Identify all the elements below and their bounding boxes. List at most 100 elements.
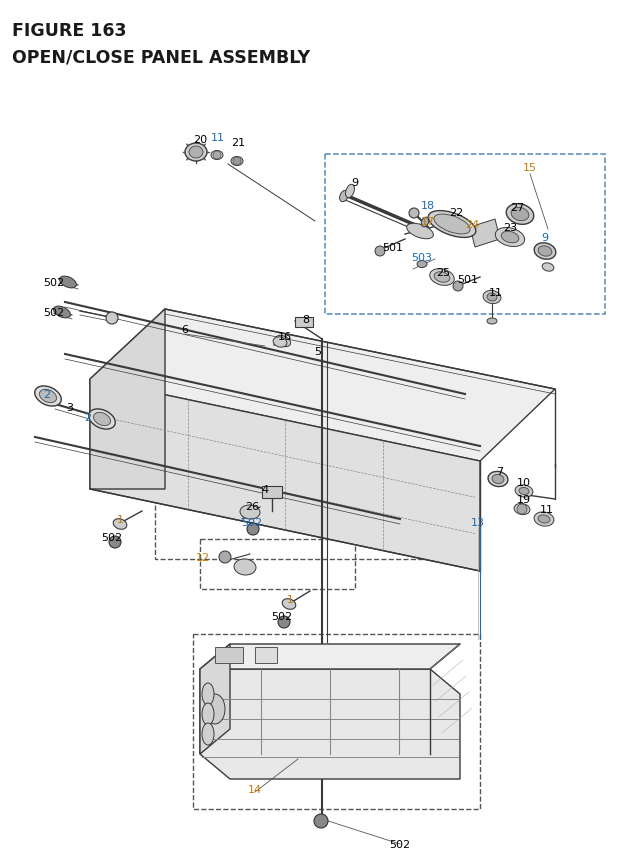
Text: 9: 9 bbox=[351, 177, 358, 188]
Bar bbox=[215, 647, 243, 663]
Text: 9: 9 bbox=[541, 232, 548, 243]
Ellipse shape bbox=[54, 307, 70, 319]
Text: 501: 501 bbox=[458, 275, 479, 285]
Bar bbox=[262, 486, 282, 499]
Polygon shape bbox=[470, 220, 500, 248]
Text: 2: 2 bbox=[84, 412, 92, 423]
Ellipse shape bbox=[421, 218, 429, 227]
Circle shape bbox=[517, 505, 527, 514]
Ellipse shape bbox=[185, 144, 207, 162]
Ellipse shape bbox=[534, 512, 554, 526]
Ellipse shape bbox=[506, 204, 534, 225]
Text: 11: 11 bbox=[211, 133, 225, 143]
Circle shape bbox=[213, 152, 221, 160]
Text: 10: 10 bbox=[517, 478, 531, 487]
Circle shape bbox=[109, 536, 121, 548]
Text: 12: 12 bbox=[196, 553, 210, 562]
Text: 8: 8 bbox=[303, 314, 310, 325]
Polygon shape bbox=[200, 644, 460, 669]
Ellipse shape bbox=[189, 147, 203, 158]
Text: 13: 13 bbox=[471, 517, 485, 528]
Polygon shape bbox=[200, 669, 460, 779]
Text: 22: 22 bbox=[449, 208, 463, 218]
Text: FIGURE 163: FIGURE 163 bbox=[12, 22, 127, 40]
Ellipse shape bbox=[428, 211, 476, 238]
Ellipse shape bbox=[211, 152, 223, 160]
Ellipse shape bbox=[240, 505, 260, 519]
Text: 15: 15 bbox=[523, 163, 537, 173]
Ellipse shape bbox=[492, 475, 504, 484]
Bar bbox=[255, 647, 277, 663]
Ellipse shape bbox=[538, 246, 552, 257]
Text: 3: 3 bbox=[67, 403, 74, 412]
Circle shape bbox=[247, 523, 259, 536]
Ellipse shape bbox=[538, 516, 550, 523]
Ellipse shape bbox=[487, 319, 497, 325]
Text: 502: 502 bbox=[389, 839, 411, 849]
Ellipse shape bbox=[514, 504, 530, 515]
Text: OPEN/CLOSE PANEL ASSEMBLY: OPEN/CLOSE PANEL ASSEMBLY bbox=[12, 48, 310, 66]
Text: 1: 1 bbox=[287, 594, 294, 604]
Text: 25: 25 bbox=[436, 268, 450, 278]
Ellipse shape bbox=[487, 294, 497, 301]
Ellipse shape bbox=[202, 684, 214, 705]
Ellipse shape bbox=[501, 232, 519, 244]
Circle shape bbox=[106, 313, 118, 325]
Ellipse shape bbox=[542, 263, 554, 272]
Text: 23: 23 bbox=[503, 223, 517, 232]
Text: 4: 4 bbox=[261, 485, 269, 494]
Ellipse shape bbox=[434, 272, 450, 283]
Circle shape bbox=[409, 208, 419, 219]
Text: 6: 6 bbox=[182, 325, 189, 335]
Ellipse shape bbox=[202, 703, 214, 725]
Ellipse shape bbox=[483, 291, 501, 304]
Ellipse shape bbox=[511, 208, 529, 221]
Ellipse shape bbox=[495, 228, 525, 247]
Circle shape bbox=[453, 282, 463, 292]
Bar bbox=[325, 155, 605, 314]
Text: 17: 17 bbox=[421, 217, 435, 226]
Text: 16: 16 bbox=[278, 331, 292, 342]
Ellipse shape bbox=[35, 387, 61, 406]
Text: 502: 502 bbox=[271, 611, 292, 622]
Text: 19: 19 bbox=[517, 494, 531, 505]
Polygon shape bbox=[200, 644, 230, 754]
Ellipse shape bbox=[93, 413, 111, 426]
Ellipse shape bbox=[282, 599, 296, 610]
Circle shape bbox=[233, 158, 241, 166]
Ellipse shape bbox=[534, 244, 556, 260]
Bar bbox=[193, 635, 480, 809]
Circle shape bbox=[278, 616, 290, 629]
Text: 502: 502 bbox=[43, 278, 64, 288]
Bar bbox=[155, 430, 430, 560]
Text: 26: 26 bbox=[245, 501, 259, 511]
Ellipse shape bbox=[60, 276, 76, 288]
Circle shape bbox=[219, 551, 231, 563]
Text: 503: 503 bbox=[412, 253, 433, 263]
Ellipse shape bbox=[346, 185, 355, 199]
Ellipse shape bbox=[273, 338, 287, 348]
Ellipse shape bbox=[429, 269, 454, 286]
Ellipse shape bbox=[202, 723, 214, 745]
Ellipse shape bbox=[519, 488, 529, 495]
Ellipse shape bbox=[417, 261, 427, 268]
Text: 20: 20 bbox=[193, 135, 207, 145]
Polygon shape bbox=[90, 380, 480, 572]
Text: 18: 18 bbox=[421, 201, 435, 211]
Ellipse shape bbox=[340, 191, 348, 202]
Text: 27: 27 bbox=[510, 202, 524, 213]
Text: 2: 2 bbox=[44, 389, 51, 400]
Text: 11: 11 bbox=[540, 505, 554, 514]
Text: 502: 502 bbox=[101, 532, 123, 542]
Bar bbox=[200, 539, 355, 589]
Circle shape bbox=[375, 247, 385, 257]
Polygon shape bbox=[90, 310, 165, 489]
Ellipse shape bbox=[434, 214, 470, 235]
Text: 502: 502 bbox=[241, 517, 262, 528]
Ellipse shape bbox=[234, 560, 256, 575]
Circle shape bbox=[314, 814, 328, 828]
Text: 5: 5 bbox=[314, 347, 321, 356]
Bar bbox=[295, 318, 313, 328]
Polygon shape bbox=[90, 310, 555, 461]
Text: 11: 11 bbox=[489, 288, 503, 298]
